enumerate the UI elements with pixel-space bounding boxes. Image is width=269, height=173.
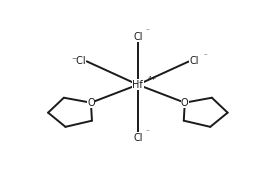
Text: Cl: Cl [133,32,143,42]
Text: Cl: Cl [190,56,200,66]
Text: ⁻Cl: ⁻Cl [71,56,86,66]
Text: O: O [87,98,95,108]
Text: O: O [181,98,189,108]
Text: ⁻: ⁻ [203,53,207,59]
Text: 4+: 4+ [148,76,157,81]
Text: Hf: Hf [133,80,143,90]
Text: ⁻: ⁻ [146,130,150,136]
Text: ⁻: ⁻ [146,28,150,34]
Text: Cl: Cl [133,133,143,143]
